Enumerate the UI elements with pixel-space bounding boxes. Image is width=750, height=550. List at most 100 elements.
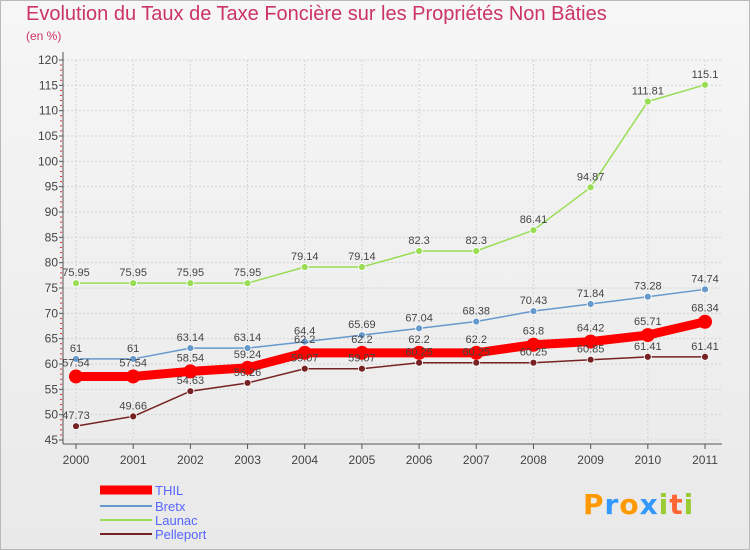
chart-subtitle: (en %) bbox=[26, 29, 62, 43]
data-label-thil: 62.2 bbox=[466, 334, 487, 346]
data-point-thil bbox=[698, 314, 712, 329]
data-point-pelleport bbox=[186, 387, 195, 396]
data-label-pelleport: 56.26 bbox=[234, 367, 262, 379]
data-point-launac bbox=[415, 247, 423, 255]
data-label-pelleport: 59.07 bbox=[348, 353, 376, 365]
legend-label-bretx: Bretx bbox=[155, 499, 186, 514]
data-point-launac bbox=[129, 279, 138, 288]
grid-lines bbox=[63, 59, 722, 441]
data-label-launac: 75.95 bbox=[234, 267, 262, 279]
series-line-launac bbox=[76, 84, 706, 284]
data-label-launac: 75.95 bbox=[119, 267, 147, 279]
data-label-launac: 79.14 bbox=[291, 251, 319, 263]
data-label-launac: 75.95 bbox=[62, 267, 90, 279]
data-label-launac: 86.41 bbox=[520, 214, 548, 226]
data-point-thil bbox=[297, 345, 312, 360]
data-point-bretx bbox=[472, 317, 481, 326]
data-point-pelleport bbox=[586, 355, 595, 364]
y-tick-label: 90 bbox=[45, 205, 59, 219]
axes bbox=[62, 52, 722, 445]
data-label-pelleport: 60.25 bbox=[463, 347, 491, 359]
data-point-launac bbox=[72, 279, 80, 288]
data-point-launac bbox=[243, 279, 252, 288]
data-point-thil bbox=[240, 360, 255, 375]
data-point-pelleport bbox=[529, 358, 538, 367]
y-tick-label: 100 bbox=[38, 154, 58, 168]
logo-letter: x bbox=[639, 488, 659, 521]
data-point-launac bbox=[300, 263, 309, 271]
data-point-pelleport bbox=[129, 412, 138, 421]
y-tick-label: 95 bbox=[45, 180, 59, 194]
data-point-bretx bbox=[586, 300, 595, 308]
data-point-bretx bbox=[243, 344, 252, 352]
x-tick-label: 2000 bbox=[63, 453, 90, 467]
data-label-bretx: 73.28 bbox=[634, 281, 662, 293]
data-label-pelleport: 47.73 bbox=[62, 410, 90, 422]
y-tick-label: 65 bbox=[45, 332, 59, 346]
data-point-pelleport bbox=[72, 422, 80, 431]
legend-label-pelleport: Pelleport bbox=[155, 527, 207, 542]
data-label-thil: 57.54 bbox=[119, 357, 147, 369]
data-label-thil: 64.42 bbox=[577, 323, 605, 335]
data-point-bretx bbox=[300, 337, 309, 346]
y-tick-label: 80 bbox=[45, 256, 59, 270]
data-labels: 57.54 57.54 58.54 59.24 62.2 62.2 62.2 62.2 63.8… bbox=[62, 69, 719, 422]
data-point-pelleport bbox=[300, 364, 309, 373]
data-label-thil: 62.2 bbox=[408, 334, 429, 346]
data-label-bretx: 67.04 bbox=[405, 312, 433, 324]
data-label-thil: 59.24 bbox=[234, 349, 262, 361]
data-label-pelleport: 59.07 bbox=[291, 353, 319, 365]
y-tick-label: 60 bbox=[45, 357, 59, 371]
data-point-thil bbox=[640, 328, 655, 343]
data-label-launac: 82.3 bbox=[466, 235, 487, 247]
data-label-bretx: 64.4 bbox=[294, 326, 315, 338]
y-tick-label: 75 bbox=[45, 281, 59, 295]
x-tick-label: 2009 bbox=[577, 453, 604, 467]
data-point-launac bbox=[472, 247, 481, 255]
data-point-launac bbox=[186, 279, 195, 288]
data-point-thil bbox=[526, 337, 541, 352]
data-label-bretx: 61 bbox=[127, 343, 139, 355]
data-point-thil bbox=[583, 334, 598, 349]
data-label-bretx: 61 bbox=[70, 343, 82, 355]
y-tick-label: 105 bbox=[38, 129, 58, 143]
data-label-thil: 57.54 bbox=[62, 357, 90, 369]
x-axis-ticks: 2000 2001 2002 2003 2004 2005 2006 2007 2008 2009… bbox=[63, 444, 718, 467]
chart-title: Evolution du Taux de Taxe Foncière sur l… bbox=[26, 3, 607, 25]
x-tick-label: 2010 bbox=[634, 453, 661, 467]
y-axis-ticks: 45 50 55 60 65 70 75 80 85 90 95 100 105 110 115 120 bbox=[38, 53, 63, 447]
y-tick-label: 55 bbox=[45, 382, 59, 396]
data-label-launac: 79.14 bbox=[348, 251, 376, 263]
logo-letter: o bbox=[619, 488, 640, 521]
y-tick-label: 110 bbox=[39, 104, 58, 118]
data-label-pelleport: 61.41 bbox=[691, 341, 719, 353]
data-label-launac: 82.3 bbox=[408, 235, 429, 247]
data-label-launac: 111.81 bbox=[632, 85, 664, 97]
data-label-bretx: 71.84 bbox=[577, 288, 605, 300]
data-label-pelleport: 49.66 bbox=[119, 400, 147, 412]
legend-label-thil: THIL bbox=[155, 483, 183, 498]
data-point-bretx bbox=[701, 285, 709, 294]
data-point-launac bbox=[358, 263, 366, 271]
x-tick-label: 2003 bbox=[234, 453, 261, 467]
data-point-bretx bbox=[529, 307, 538, 316]
data-label-thil: 62.2 bbox=[294, 334, 315, 346]
data-label-bretx: 74.74 bbox=[691, 273, 719, 285]
data-point-bretx bbox=[186, 344, 195, 352]
logo-letter: r bbox=[604, 488, 620, 521]
data-label-pelleport: 60.85 bbox=[577, 344, 605, 356]
logo-letter: i bbox=[683, 488, 695, 521]
x-tick-label: 2004 bbox=[291, 453, 318, 467]
data-point-pelleport bbox=[701, 352, 709, 361]
x-tick-label: 2007 bbox=[463, 453, 490, 467]
data-point-thil bbox=[412, 345, 427, 360]
series-line-bretx bbox=[76, 288, 706, 360]
data-label-thil: 63.8 bbox=[523, 326, 544, 338]
data-point-launac bbox=[701, 80, 709, 89]
logo-letter: t bbox=[669, 488, 684, 521]
data-label-thil: 65.71 bbox=[634, 316, 662, 328]
data-label-bretx: 68.38 bbox=[463, 306, 491, 318]
data-point-thil bbox=[183, 364, 198, 379]
